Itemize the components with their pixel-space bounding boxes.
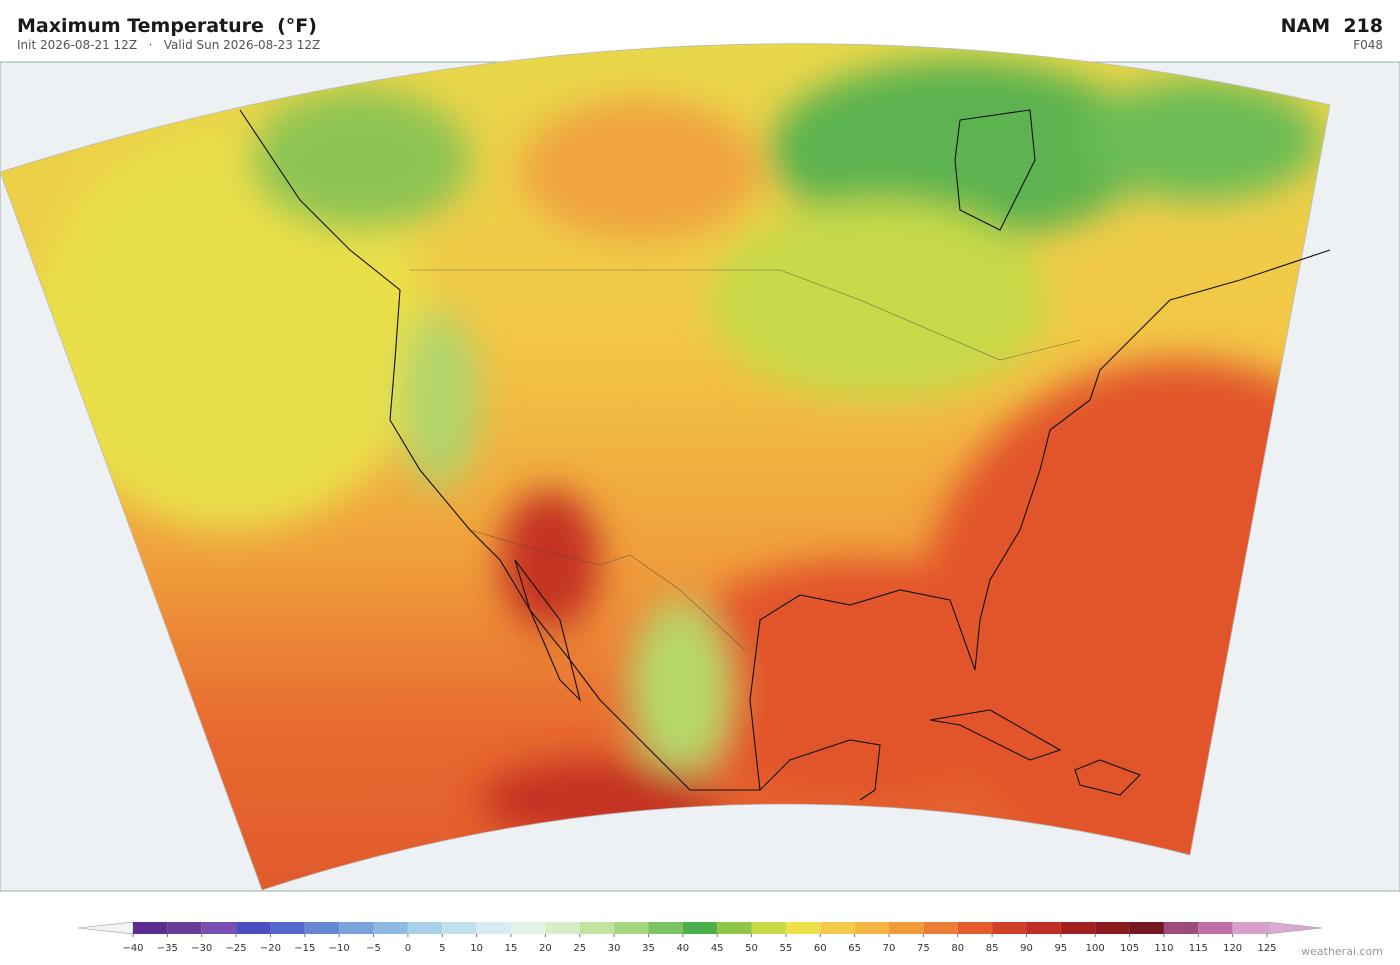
color-box: [1232, 922, 1267, 934]
tick-label: 75: [917, 943, 930, 954]
tick-label: −5: [366, 943, 381, 954]
colorbar: −40 −35 −30 −25 −20 −15 −10 −5 0 5 10 15 20 25 30 35 40 4…: [77, 921, 1323, 954]
coastlines: [239, 109, 1331, 801]
tick-label: 40: [676, 943, 689, 954]
color-box: [785, 922, 821, 934]
color-box: [889, 922, 924, 934]
credit: weatherai.com: [1301, 945, 1383, 958]
color-box: [407, 922, 443, 934]
color-box: [304, 922, 340, 934]
color-box: [717, 922, 752, 934]
color-box: [270, 922, 305, 934]
tick-label: −15: [294, 943, 315, 954]
tick-label: −10: [329, 943, 350, 954]
tick-label: −35: [157, 943, 178, 954]
separator: ·: [148, 38, 153, 52]
tick-label: 110: [1154, 943, 1173, 954]
tick-label: 105: [1120, 943, 1139, 954]
temperature-field: [0, 43, 1330, 890]
model: NAM 218: [1280, 15, 1383, 37]
tick-label: 0: [405, 943, 411, 954]
color-box: [339, 922, 374, 934]
color-box: [476, 922, 511, 934]
color-box: [751, 922, 786, 934]
tick-label: −40: [122, 943, 143, 954]
tick-label: 65: [848, 943, 861, 954]
color-box: [820, 922, 855, 934]
color-box: [236, 922, 271, 934]
title: Maximum Temperature (°F): [17, 15, 317, 37]
color-box: [167, 922, 202, 934]
tick-label: 15: [505, 943, 518, 954]
color-box: [1198, 922, 1233, 934]
color-box: [579, 922, 615, 934]
color-box: [1060, 922, 1096, 934]
tick-label: 80: [951, 943, 964, 954]
tick-label: 60: [814, 943, 827, 954]
color-box: [1163, 922, 1199, 934]
tick-label: −25: [226, 943, 247, 954]
color-box: [682, 922, 718, 934]
tick-label: 85: [986, 943, 999, 954]
color-box: [1026, 922, 1061, 934]
tick-label: −30: [191, 943, 212, 954]
tick-label: 35: [642, 943, 655, 954]
valid-time: Valid Sun 2026-08-23 12Z: [163, 38, 321, 52]
color-box: [992, 922, 1027, 934]
color-box: [511, 922, 546, 934]
color-box: [201, 922, 237, 934]
color-box: [1129, 922, 1164, 934]
color-box: [923, 922, 958, 934]
tick-label: 70: [883, 943, 896, 954]
tick-label: 25: [573, 943, 586, 954]
color-box: [442, 922, 477, 934]
domain-edge: [0, 43, 1331, 891]
tick-label: 125: [1257, 943, 1276, 954]
color-box: [1095, 922, 1130, 934]
tick-label: 50: [745, 943, 758, 954]
color-box: [648, 922, 683, 934]
color-box: [373, 922, 408, 934]
tick-label: 100: [1086, 943, 1105, 954]
borders: [410, 269, 1081, 651]
colorbar-over: [1266, 921, 1323, 935]
tick-label: 55: [780, 943, 793, 954]
init-time: Init 2026-08-21 12Z: [17, 38, 138, 52]
tick-label: 45: [711, 943, 724, 954]
tick-label: 115: [1189, 943, 1208, 954]
forecast-hour: F048: [1353, 38, 1383, 52]
color-box: [854, 922, 889, 934]
colorbar-under: [77, 921, 134, 935]
color-box: [133, 922, 168, 934]
color-box: [957, 922, 993, 934]
tick-label: 90: [1020, 943, 1033, 954]
color-box: [614, 922, 649, 934]
tick-label: 95: [1054, 943, 1067, 954]
subtitle: Init 2026-08-21 12Z · Valid Sun 2026-08-…: [17, 38, 320, 52]
tick-label: 5: [439, 943, 445, 954]
color-box: [545, 922, 580, 934]
tick-label: 20: [539, 943, 552, 954]
tick-label: 30: [608, 943, 621, 954]
tick-label: 120: [1223, 943, 1242, 954]
tick-label: −20: [260, 943, 281, 954]
tick-label: 10: [470, 943, 483, 954]
